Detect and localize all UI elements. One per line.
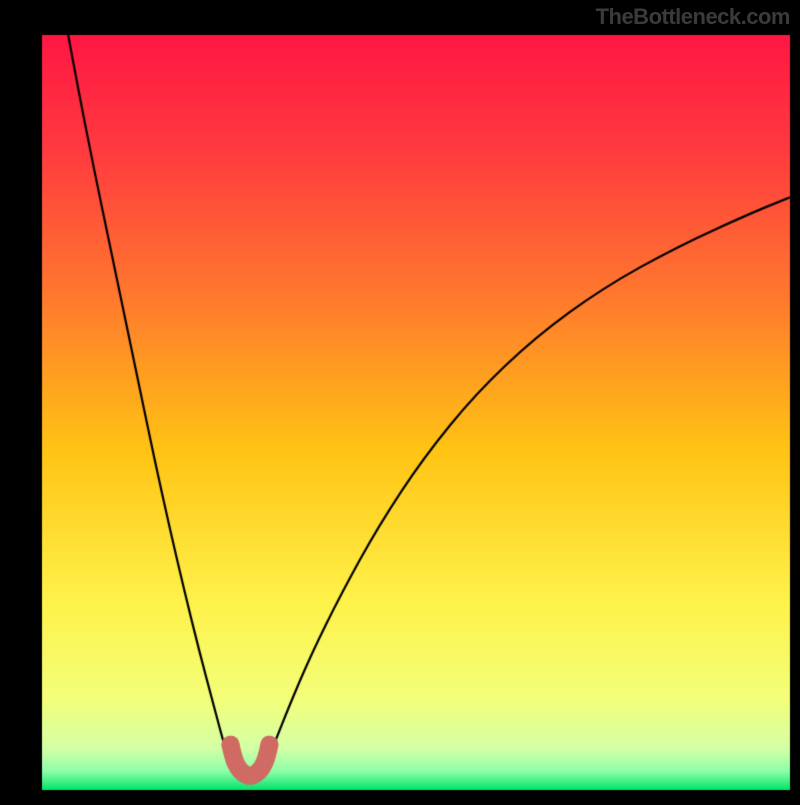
watermark-text: TheBottleneck.com [596, 4, 790, 30]
bottleneck-chart [0, 0, 800, 800]
chart-container: TheBottleneck.com [0, 0, 800, 800]
